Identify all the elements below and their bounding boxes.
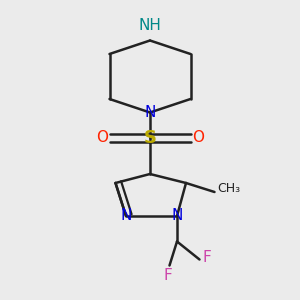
Text: F: F <box>164 268 172 284</box>
Text: O: O <box>96 130 108 146</box>
Text: N: N <box>144 105 156 120</box>
Text: N: N <box>120 208 132 224</box>
Text: N: N <box>171 208 183 224</box>
Text: F: F <box>202 250 211 266</box>
Text: NH: NH <box>139 18 161 33</box>
Text: O: O <box>192 130 204 146</box>
Text: CH₃: CH₃ <box>218 182 241 196</box>
Text: S: S <box>143 129 157 147</box>
